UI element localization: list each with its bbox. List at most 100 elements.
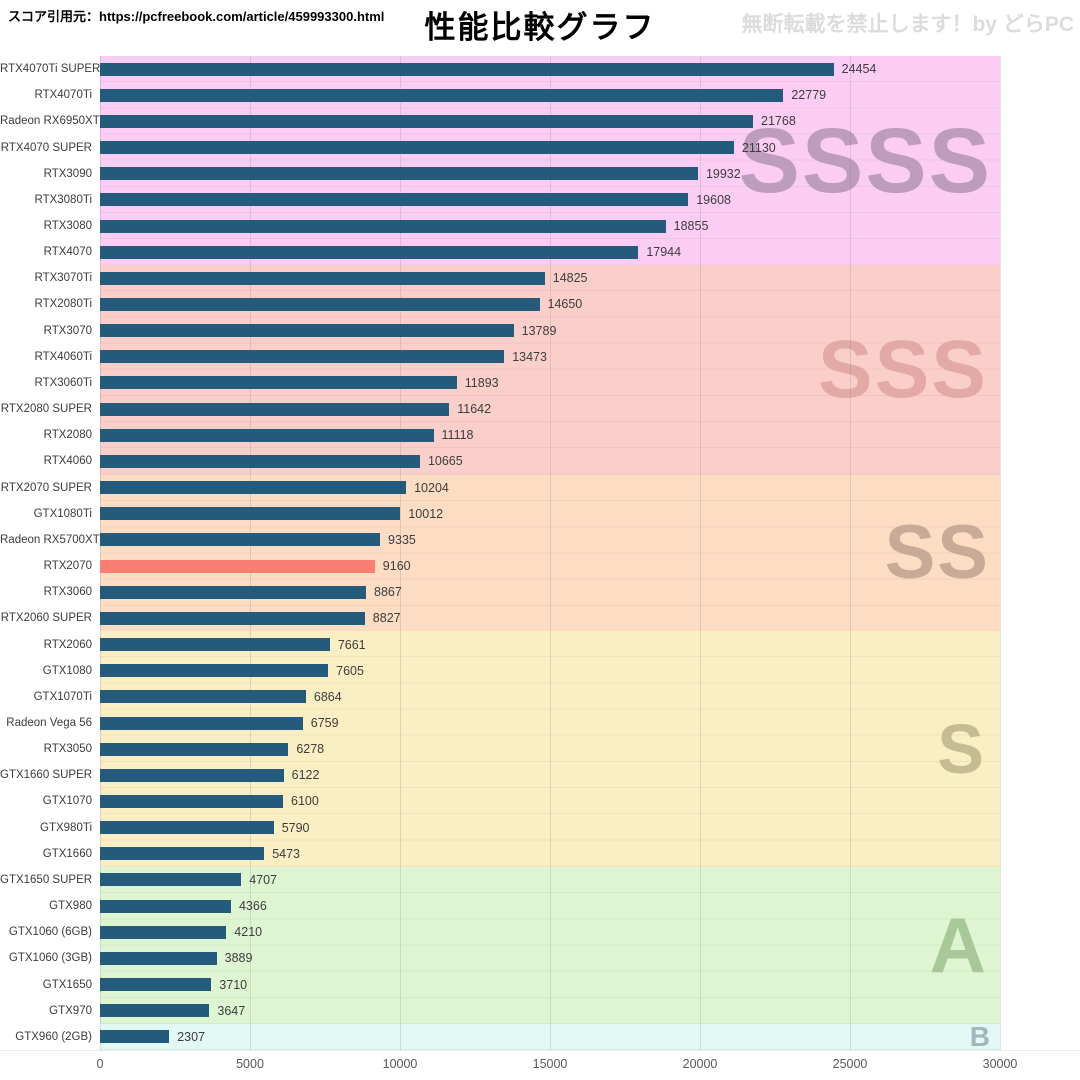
bar-row: GTX1080 7605 (0, 658, 1080, 684)
tier-watermark-B: B (969, 1020, 992, 1052)
plot-area: SSSS SSS SS S A B RTX4070Ti SUPER 24454 RTX4070T… (0, 56, 1080, 1050)
score-value: 8867 (374, 585, 402, 600)
score-bar (100, 1004, 210, 1018)
score-bar (100, 297, 540, 311)
score-bar (100, 821, 274, 835)
copyright-watermark: 無断転載を禁止します！by どらPC (741, 13, 1074, 36)
score-value: 21768 (761, 114, 796, 129)
gpu-label: RTX4070Ti (34, 89, 92, 102)
tier-band-A: A (100, 866, 1000, 1024)
score-bar (100, 690, 306, 704)
gpu-label: GTX1080 (42, 664, 92, 677)
x-tick-label: 10000 (382, 1057, 418, 1071)
bar-row: GTX1660 5473 (0, 841, 1080, 867)
bar-row: RTX3050 6278 (0, 736, 1080, 762)
score-value: 4366 (238, 899, 267, 914)
bar-row: RTX3090 19932 (0, 161, 1080, 187)
gpu-label: RTX2080Ti (34, 298, 92, 311)
gpu-label: RTX2070 (43, 560, 92, 573)
gpu-label: RTX3050 (43, 743, 92, 756)
gpu-label: RTX4070Ti SUPER (0, 63, 101, 76)
gpu-label: GTX980Ti (40, 821, 92, 834)
score-bar (100, 507, 401, 521)
gpu-label: RTX4070 (43, 246, 92, 259)
score-value: 6864 (313, 689, 342, 704)
tier-watermark-SS: SS (884, 509, 990, 595)
score-value: 10204 (414, 480, 449, 495)
bar-row: GTX980Ti 5790 (0, 815, 1080, 841)
gpu-label: RTX2060 SUPER (0, 612, 92, 625)
bar-row: GTX1650 SUPER 4707 (0, 867, 1080, 893)
score-bar (100, 114, 754, 128)
bar-row: RTX3080Ti 19608 (0, 187, 1080, 213)
score-value: 19608 (696, 192, 731, 207)
score-value: 2307 (177, 1029, 206, 1044)
score-value: 10665 (427, 454, 463, 469)
bar-row: GTX1070 6100 (0, 788, 1080, 814)
tier-band-B: B (100, 1020, 1000, 1052)
bar-row: GTX960 (2GB) 2307 (0, 1024, 1080, 1050)
score-value: 11642 (457, 402, 492, 417)
bar-row: RTX3070Ti 14825 (0, 265, 1080, 291)
score-bar (100, 533, 381, 547)
score-value: 3710 (219, 977, 248, 992)
score-value: 6759 (310, 716, 339, 731)
gpu-label: Radeon RX5700XT (0, 533, 100, 546)
score-bar (100, 742, 289, 756)
score-value: 24454 (841, 62, 877, 77)
gpu-label: GTX1060 (6GB) (8, 926, 92, 939)
score-value: 19932 (705, 166, 741, 181)
score-bar (100, 219, 666, 233)
score-value: 8827 (372, 611, 401, 626)
x-tick-label: 20000 (682, 1057, 718, 1071)
score-value: 14650 (547, 297, 583, 312)
gpu-label: GTX1650 (42, 978, 92, 991)
tier-watermark-SSS: SSS (817, 323, 988, 415)
bar-row: RTX2070 SUPER 10204 (0, 475, 1080, 501)
score-value: 14825 (552, 271, 588, 286)
x-tick-label: 30000 (982, 1057, 1018, 1071)
gridline (850, 56, 851, 1050)
score-value: 18855 (673, 219, 709, 234)
performance-chart: SSSS SSS SS S A B RTX4070Ti SUPER 24454 RTX4070T… (0, 56, 1080, 1050)
gpu-label: RTX2060 (43, 638, 92, 651)
gpu-label: GTX970 (49, 1004, 92, 1017)
score-value: 3889 (224, 951, 253, 966)
score-value: 6100 (291, 794, 319, 809)
tier-band-SS: SS (100, 474, 1000, 632)
score-value: 4707 (249, 872, 278, 887)
score-bar (100, 193, 689, 207)
score-value: 5473 (272, 846, 300, 861)
score-value: 11118 (441, 428, 474, 443)
score-value: 10012 (408, 506, 444, 521)
bar-row: RTX3080 18855 (0, 213, 1080, 239)
bar-row: RTX4070Ti SUPER 24454 (0, 56, 1080, 82)
gpu-label: GTX1070Ti (33, 690, 92, 703)
x-tick-label: 25000 (832, 1057, 868, 1071)
gpu-label: RTX3060Ti (34, 376, 92, 389)
bar-row: RTX2080 11118 (0, 422, 1080, 448)
gpu-label: RTX2080 (43, 429, 92, 442)
score-bar (100, 454, 420, 468)
tier-watermark-SSSS: SSSS (738, 109, 992, 212)
gpu-label: Radeon Vega 56 (6, 717, 92, 730)
gridline (700, 56, 701, 1050)
tier-watermark-A: A (929, 901, 988, 990)
bar-row: RTX2080 SUPER 11642 (0, 396, 1080, 422)
bar-row: RTX2060 7661 (0, 631, 1080, 657)
gpu-label: GTX1060 (3GB) (8, 952, 92, 965)
score-bar (100, 245, 639, 259)
bar-row: GTX1070Ti 6864 (0, 684, 1080, 710)
bar-row: GTX1060 (3GB) 3889 (0, 945, 1080, 971)
gpu-label: RTX3080Ti (34, 193, 92, 206)
bar-row: RTX4070Ti 22779 (0, 82, 1080, 108)
score-bar (100, 978, 212, 992)
x-tick-label: 5000 (236, 1057, 264, 1071)
score-bar (100, 271, 545, 285)
gpu-label: RTX3070 (43, 324, 92, 337)
score-value: 13789 (521, 323, 557, 338)
score-bar (100, 1030, 170, 1044)
score-value: 21130 (741, 140, 776, 155)
gpu-label: Radeon RX6950XT (0, 115, 100, 128)
score-bar (100, 88, 784, 102)
